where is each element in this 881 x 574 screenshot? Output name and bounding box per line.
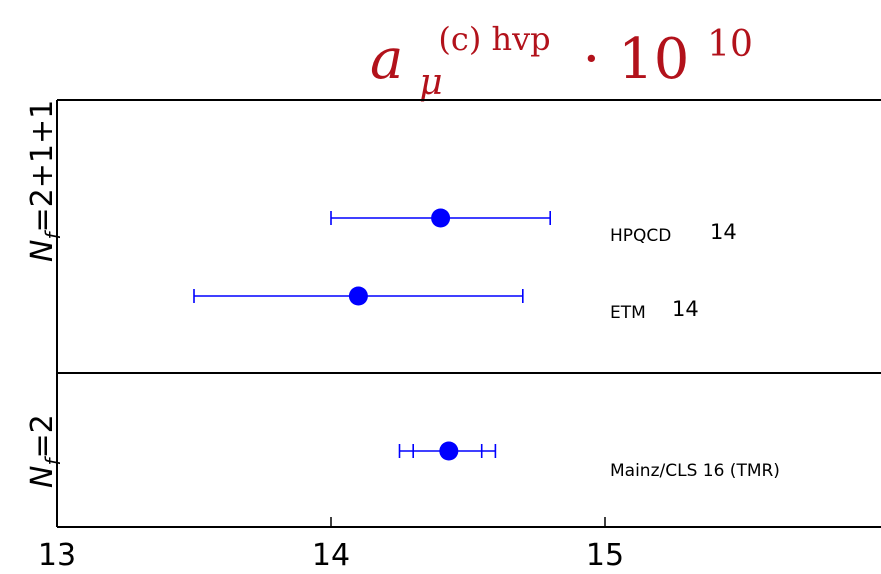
title-superscript: (c) hvp (438, 20, 550, 58)
label-mainz-cls: Mainz/CLS 16 (TMR) (610, 461, 780, 481)
title-subscript: μ (419, 62, 442, 103)
title-factor-exponent: 10 (707, 24, 753, 65)
data-point-hpqcd (431, 208, 451, 228)
title-base: a (370, 27, 403, 92)
label-hpqcd: HPQCD (610, 226, 671, 246)
data-point-etm (348, 286, 368, 306)
group-label-nf-2-1-1: Nf=2+1+1 (25, 100, 65, 262)
data-point-mainz-cls-16-tmr (439, 441, 459, 461)
x-tick-label-14: 14 (312, 538, 350, 573)
chart-title: a μ (c) hvp · 10 10 (370, 0, 753, 108)
x-tick-label-15: 15 (586, 538, 624, 573)
title-factor: · 10 (582, 27, 689, 92)
label-etm: ETM (610, 303, 646, 323)
data-marks (193, 208, 552, 461)
x-axis-ticks: 13 14 15 (38, 517, 624, 573)
x-tick-label-13: 13 (38, 538, 76, 573)
label-etm-ref: 14 (672, 297, 699, 321)
group-label-nf-2: Nf=2 (25, 414, 65, 488)
label-hpqcd-ref: 14 (710, 220, 737, 244)
